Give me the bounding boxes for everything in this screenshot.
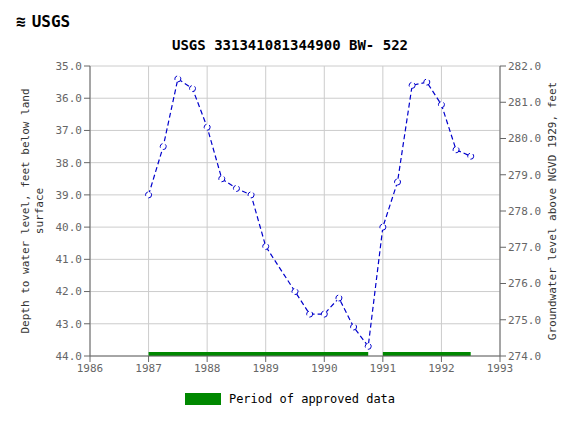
svg-text:1986: 1986 (77, 362, 104, 375)
svg-text:38.0: 38.0 (56, 157, 83, 170)
svg-text:277.0: 277.0 (508, 241, 541, 254)
svg-text:39.0: 39.0 (56, 189, 83, 202)
svg-text:274.0: 274.0 (508, 350, 541, 363)
html-text:USGS 331341081344900 BW- 522: USGS 331341081344900 BW- 522 (172, 37, 408, 53)
svg-text:1987: 1987 (135, 362, 162, 375)
svg-text:44.0: 44.0 (56, 350, 83, 363)
svg-text:Depth to water level, feet bel: Depth to water level, feet below landsur… (19, 88, 45, 333)
svg-text:43.0: 43.0 (56, 318, 83, 331)
svg-text:35.0: 35.0 (56, 60, 83, 73)
svg-text:Groundwater level above NGVD 1: Groundwater level above NGVD 1929, feet (546, 82, 559, 340)
svg-text:279.0: 279.0 (508, 169, 541, 182)
svg-text:276.0: 276.0 (508, 277, 541, 290)
svg-text:1989: 1989 (252, 362, 279, 375)
svg-text:278.0: 278.0 (508, 205, 541, 218)
svg-text:1992: 1992 (428, 362, 455, 375)
svg-text:281.0: 281.0 (508, 96, 541, 109)
svg-text:36.0: 36.0 (56, 92, 83, 105)
svg-text:1993: 1993 (487, 362, 514, 375)
svg-text:1988: 1988 (194, 362, 221, 375)
svg-text:275.0: 275.0 (508, 314, 541, 327)
svg-text:1991: 1991 (370, 362, 397, 375)
svg-text:41.0: 41.0 (56, 253, 83, 266)
html-text:≋ USGS: ≋ USGS (16, 11, 71, 31)
svg-text:37.0: 37.0 (56, 124, 83, 137)
svg-text:42.0: 42.0 (56, 285, 83, 298)
svg-text:40.0: 40.0 (56, 221, 83, 234)
html-text:Period of approved data: Period of approved data (228, 392, 396, 406)
svg-text:282.0: 282.0 (508, 60, 541, 73)
svg-text:1990: 1990 (311, 362, 338, 375)
svg-text:280.0: 280.0 (508, 132, 541, 145)
